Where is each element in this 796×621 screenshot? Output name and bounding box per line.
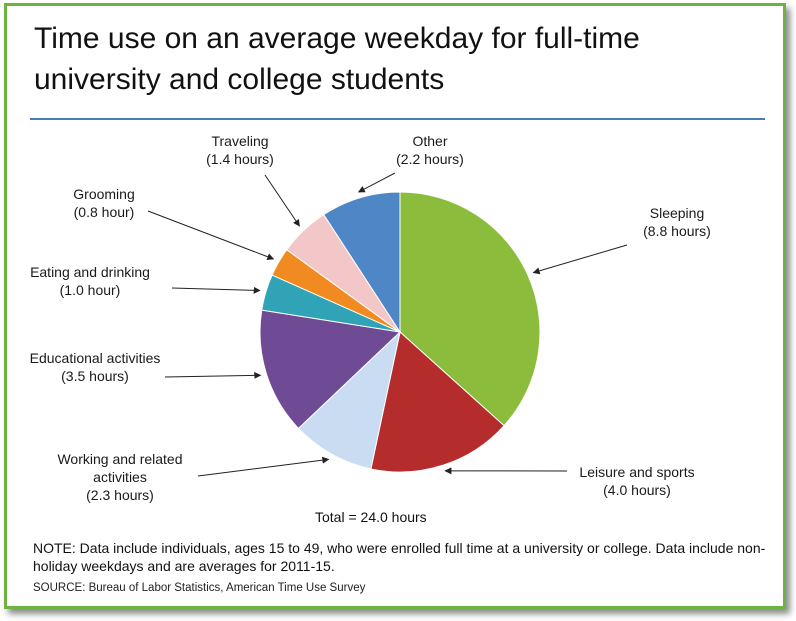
slice-label-educational-activities: Educational activities (3.5 hours) [30, 350, 161, 384]
pie-slice-sleeping [399, 191, 541, 427]
title-divider [30, 118, 765, 120]
leader-arrow-educational-activities [164, 371, 262, 379]
slice-labels: Sleeping (8.8 hours) Leisure and sports (4.… [30, 133, 711, 503]
slice-label-working-and-related-activities: Working and related activities (2.3 hours) [57, 451, 182, 503]
leader-arrow-eating-and-drinking [171, 286, 261, 294]
total-label: Total = 24.0 hours [315, 509, 427, 525]
chart-title: Time use on an average weekday for full-… [34, 22, 640, 96]
pie-slice-working-and-related-activities [297, 330, 401, 470]
leader-arrow-working-and-related-activities [197, 456, 330, 477]
slice-label-leisure-and-sports: Leisure and sports (4.0 hours) [579, 464, 694, 498]
source-text: SOURCE: Bureau of Labor Statistics, Amer… [33, 582, 366, 594]
note-text: NOTE: Data include individuals, ages 15 … [33, 540, 766, 574]
slice-label-sleeping: Sleeping (8.8 hours) [643, 205, 711, 239]
slice-label-grooming: Grooming (0.8 hour) [73, 186, 134, 220]
pie-slice-educational-activities [259, 309, 402, 430]
pie-slices [259, 191, 541, 473]
pie-slice-other [323, 191, 401, 334]
leader-lines [147, 172, 628, 477]
leader-arrow-traveling [264, 174, 300, 227]
slice-label-other: Other (2.2 hours) [396, 133, 464, 167]
leader-arrow-grooming [147, 210, 275, 261]
leader-arrow-sleeping [532, 244, 628, 275]
pie-slice-leisure-and-sports [370, 331, 505, 473]
slice-label-traveling: Traveling (1.4 hours) [206, 133, 274, 167]
leader-arrow-other [357, 172, 396, 193]
slice-label-eating-and-drinking: Eating and drinking (1.0 hour) [30, 264, 150, 298]
